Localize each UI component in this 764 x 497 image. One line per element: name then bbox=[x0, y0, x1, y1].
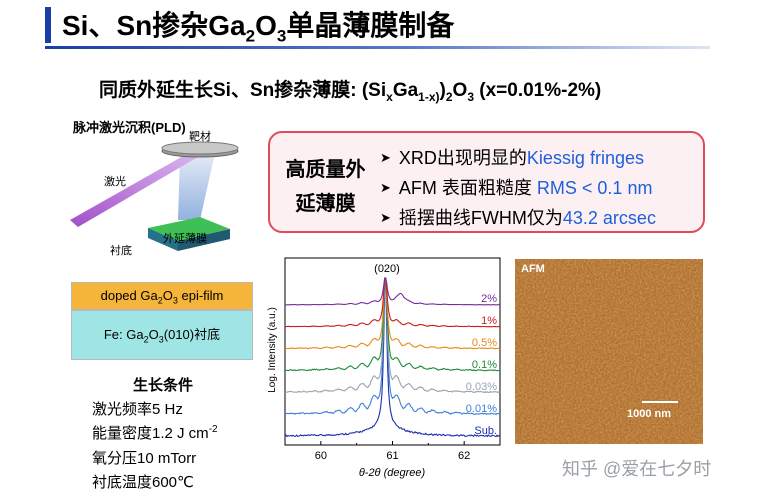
arrow-icon: ➤ bbox=[380, 210, 391, 225]
callout-heading-line1: 高质量外 bbox=[285, 159, 366, 181]
xrd-chart: Sub.0.01%0.03%0.1%0.5%1%2% (020) 60 61 62 … bbox=[267, 257, 501, 479]
laser-beam bbox=[70, 151, 198, 227]
series-label: 0.5% bbox=[472, 337, 497, 349]
afm-label: AFM bbox=[521, 263, 545, 275]
series-label: 0.03% bbox=[466, 381, 497, 393]
series-label: 1% bbox=[481, 315, 497, 327]
xrd-series-line bbox=[284, 277, 501, 372]
condition-energy-density: 能量密度1.2 J cm-2 bbox=[92, 424, 218, 442]
arrow-icon: ➤ bbox=[380, 150, 391, 165]
bullet-xrd: ➤ XRD出现明显的Kiessig fringes bbox=[380, 148, 644, 168]
xrd-series-line bbox=[284, 277, 501, 350]
xrd-series-line bbox=[285, 277, 500, 416]
laser-label: 激光 bbox=[104, 176, 126, 188]
film-label: 外延薄膜 bbox=[163, 233, 207, 245]
target-label: 靶材 bbox=[189, 131, 211, 143]
bullet-rocking-curve: ➤ 摇摆曲线FWHM仅为43.2 arcsec bbox=[380, 208, 656, 228]
page-title: Si、Sn掺杂Ga2O3单晶薄膜制备 bbox=[62, 10, 455, 46]
quality-callout: 高质量外 延薄膜 ➤ XRD出现明显的Kiessig fringes ➤ AFM 表… bbox=[268, 131, 705, 233]
callout-heading-line2: 延薄膜 bbox=[295, 193, 356, 215]
plasma-plume bbox=[178, 153, 215, 220]
series-label: 0.1% bbox=[472, 359, 497, 371]
condition-laser-frequency: 激光频率5 Hz bbox=[92, 401, 183, 418]
x-tick-label: 62 bbox=[458, 450, 470, 462]
substrate-block bbox=[148, 217, 230, 241]
substrate-label: 衬底 bbox=[110, 245, 132, 257]
series-label: 2% bbox=[481, 293, 497, 305]
pld-label: 脉冲激光沉积(PLD) bbox=[73, 120, 186, 135]
afm-image: AFM 1000 nm bbox=[515, 259, 703, 444]
condition-substrate-temp: 衬底温度600℃ bbox=[92, 474, 194, 491]
peak-label: (020) bbox=[374, 263, 400, 275]
bullet-afm: ➤ AFM 表面粗糙度 RMS < 0.1 nm bbox=[380, 178, 653, 198]
watermark: 知乎 @爱在七夕时 bbox=[562, 459, 712, 479]
x-tick-label: 61 bbox=[386, 450, 398, 462]
x-tick-label: 60 bbox=[315, 450, 327, 462]
xrd-series-line bbox=[284, 277, 501, 394]
xrd-series-line bbox=[284, 277, 500, 328]
pld-schematic bbox=[70, 141, 239, 251]
series-label: Sub. bbox=[474, 425, 497, 437]
arrow-icon: ➤ bbox=[380, 180, 391, 195]
title-accent-bar bbox=[45, 7, 51, 43]
slide-subtitle: 同质外延生长Si、Sn掺杂薄膜: (SixGa1-x))2O3 (x=0.01%… bbox=[99, 80, 602, 104]
xrd-series-line bbox=[284, 277, 501, 306]
afm-scale-bar bbox=[642, 401, 678, 403]
series-label: 0.01% bbox=[466, 403, 497, 415]
epi-film-layer: doped Ga2O3 epi-film bbox=[71, 282, 253, 310]
growth-conditions-title: 生长条件 bbox=[133, 377, 194, 394]
xrd-series-line bbox=[284, 277, 501, 438]
title-underline bbox=[45, 46, 710, 49]
condition-oxygen-pressure: 氧分压10 mTorr bbox=[92, 450, 197, 467]
x-axis-label: θ-2θ (degree) bbox=[359, 467, 426, 479]
substrate-layer: Fe: Ga2O3(010)衬底 bbox=[71, 310, 253, 360]
y-axis-label: Log. Intensity (a.u.) bbox=[267, 307, 278, 393]
afm-scale-label: 1000 nm bbox=[627, 408, 672, 420]
xrd-plot-frame bbox=[284, 257, 501, 446]
